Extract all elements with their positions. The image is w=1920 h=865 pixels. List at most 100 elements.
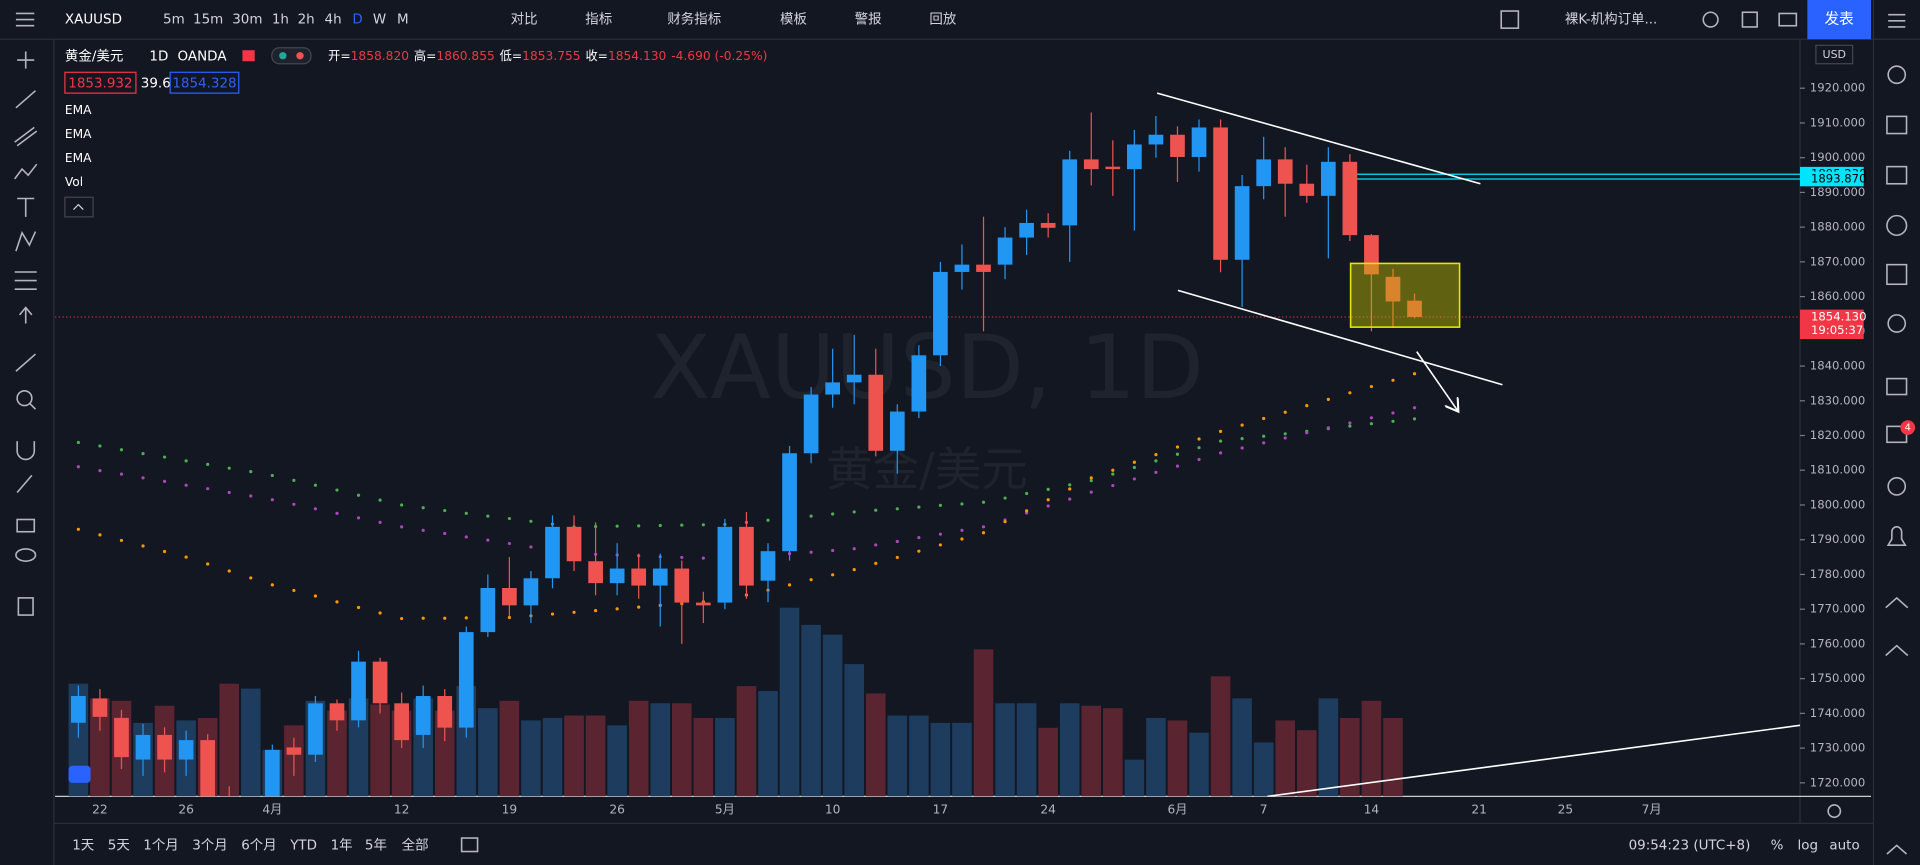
rectangle[interactable] [1349, 262, 1461, 328]
ema-dot [378, 611, 382, 615]
x-tick-label: 25 [1558, 802, 1574, 816]
layout-name[interactable]: 裸K-机构订单... [1565, 12, 1657, 28]
y-tick-label: 1830.000 [1810, 393, 1865, 407]
ask[interactable]: 1854.328 [172, 75, 236, 91]
ema-dot [981, 525, 986, 529]
range-button[interactable]: 3个月 [192, 837, 228, 853]
volume-bar [521, 720, 541, 797]
interval[interactable]: 1h [272, 12, 289, 28]
candle-body [911, 355, 927, 412]
scale-option[interactable]: auto [1829, 837, 1859, 853]
ema-dot [184, 483, 188, 487]
interval[interactable]: D [352, 12, 362, 28]
last-price-label: 1854.130 [1811, 309, 1866, 323]
range-button[interactable]: 1天 [72, 837, 94, 853]
interval[interactable]: W [373, 12, 386, 28]
candle-body [394, 703, 409, 741]
currency[interactable]: USD [1823, 48, 1847, 61]
candle-body [480, 587, 496, 633]
range-button[interactable]: 1个月 [143, 837, 179, 853]
ema-dot [443, 508, 447, 513]
icons[interactable] [1500, 10, 1798, 29]
ema-dot [1025, 509, 1029, 513]
trend-line[interactable] [1177, 289, 1503, 386]
toolbar-button[interactable]: 回放 [929, 12, 956, 28]
ema-dot [249, 494, 253, 498]
scale-option[interactable]: log [1798, 837, 1819, 853]
ema-dot [313, 594, 318, 598]
interval[interactable]: 2h [298, 12, 315, 28]
logo[interactable] [68, 765, 91, 783]
candle-body [1213, 127, 1228, 260]
collapse-icon[interactable] [73, 203, 84, 210]
scale-option[interactable]: % [1771, 837, 1784, 853]
toolbar-button[interactable]: 财务指标 [667, 12, 721, 28]
arrow[interactable] [1416, 351, 1459, 412]
ema-dot [809, 578, 813, 582]
y-tick-label: 1770.000 [1810, 602, 1865, 616]
ema-dot [572, 610, 576, 614]
volume-bar [822, 634, 843, 797]
candle-body [803, 394, 819, 454]
ema-dot [1089, 490, 1093, 494]
interval[interactable]: 4h [325, 12, 342, 28]
candle-body [825, 382, 840, 395]
symbol[interactable]: XAUUSD [65, 12, 122, 28]
candle-body [588, 561, 603, 584]
range-button[interactable]: YTD [289, 837, 317, 853]
publish-button[interactable] [1807, 0, 1872, 40]
ema-dot [1391, 411, 1395, 415]
publish-label[interactable]: 发表 [1824, 11, 1854, 28]
bid[interactable]: 1853.932 [68, 75, 132, 91]
currency-box[interactable] [1815, 44, 1854, 65]
interval[interactable]: 5m [163, 12, 185, 28]
toolbar-button[interactable]: 对比 [511, 12, 538, 28]
ema-dot [1111, 483, 1115, 488]
range-button[interactable]: 全部 [402, 836, 429, 853]
ema-dot [1154, 453, 1158, 457]
volume-bar [758, 691, 778, 797]
volume-bar [1253, 742, 1274, 797]
candle-body [135, 734, 151, 760]
menu-icon[interactable] [15, 12, 35, 27]
trend-line[interactable] [1267, 724, 1800, 797]
ema-dot [1197, 437, 1201, 441]
ema-dot [680, 555, 684, 560]
range-button[interactable]: 1年 [331, 837, 353, 853]
x-tick-label: 22 [92, 802, 108, 816]
interval[interactable]: 15m [193, 12, 223, 28]
ema-dot [206, 487, 210, 491]
volume-bar [844, 664, 864, 797]
interval[interactable]: M [397, 12, 409, 28]
y-tick-label: 1740.000 [1810, 706, 1865, 720]
ema-dot [335, 488, 339, 492]
bid-box[interactable] [64, 71, 137, 94]
ema-dot [335, 511, 339, 515]
settings-icon[interactable] [1827, 804, 1842, 819]
toolbar-button[interactable]: 指标 [585, 12, 612, 28]
range-button[interactable]: 5天 [108, 837, 130, 853]
interval[interactable]: 30m [232, 12, 262, 28]
ema-dot [400, 525, 404, 529]
volume-bar [219, 683, 240, 797]
x-tick-label: 12 [394, 802, 410, 816]
collapse-button[interactable] [64, 196, 94, 218]
candle-body [1019, 222, 1034, 238]
trend-line[interactable] [1156, 92, 1481, 185]
legend-symbol: 黄金/美元 [65, 48, 123, 64]
range-button[interactable]: 6个月 [241, 837, 277, 853]
ask-box[interactable] [169, 71, 240, 94]
candle-body [609, 568, 625, 584]
flag[interactable] [242, 50, 255, 62]
volume-bar [1124, 759, 1145, 797]
right-sidebar[interactable] [1885, 13, 1909, 855]
toolbar-button[interactable]: 模板 [780, 12, 807, 28]
toolbar-button[interactable]: 警报 [855, 12, 882, 28]
left-toolbar[interactable] [14, 51, 38, 616]
ema-dot [464, 511, 468, 515]
indicator-label: Vol [65, 175, 83, 189]
volume-bar [1146, 717, 1166, 797]
ema-dot [1240, 437, 1244, 441]
range-button[interactable]: 5年 [365, 837, 387, 853]
date-range-icon[interactable] [460, 837, 479, 853]
